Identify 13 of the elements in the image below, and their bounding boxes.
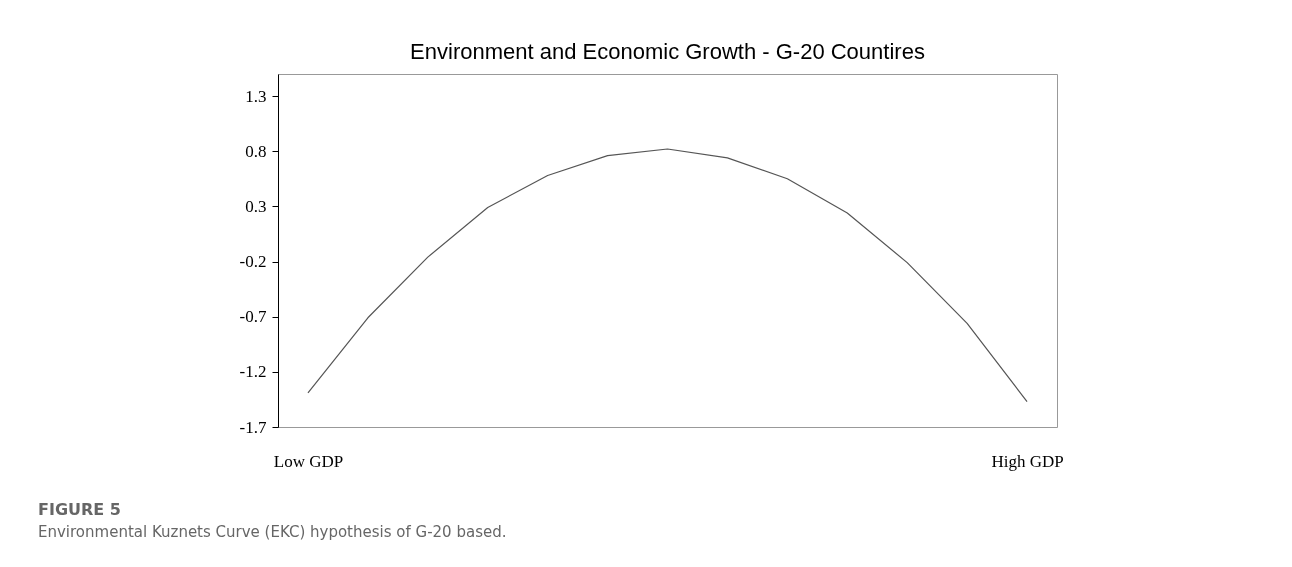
y-tick-label: 0.3 bbox=[245, 196, 267, 216]
y-tick-label: -1.2 bbox=[239, 362, 267, 382]
chart-title: Environment and Economic Growth - G-20 Countires bbox=[410, 39, 925, 64]
x-tick-label: Low GDP bbox=[273, 451, 344, 471]
line-series bbox=[307, 148, 1028, 403]
y-tick-label: 0.8 bbox=[245, 141, 267, 161]
y-tick-label: 1.3 bbox=[245, 86, 267, 106]
text: Environmental Kuznets Curve (EKC) hypothesis of G-20 based. bbox=[38, 523, 507, 541]
caption: FIGURE 5 bbox=[38, 500, 122, 519]
y-tick-label: -0.2 bbox=[239, 252, 267, 272]
y-tick-label: -0.7 bbox=[239, 307, 267, 327]
x-tick-label: High GDP bbox=[991, 451, 1064, 471]
y-tick-label: -1.7 bbox=[239, 417, 267, 437]
